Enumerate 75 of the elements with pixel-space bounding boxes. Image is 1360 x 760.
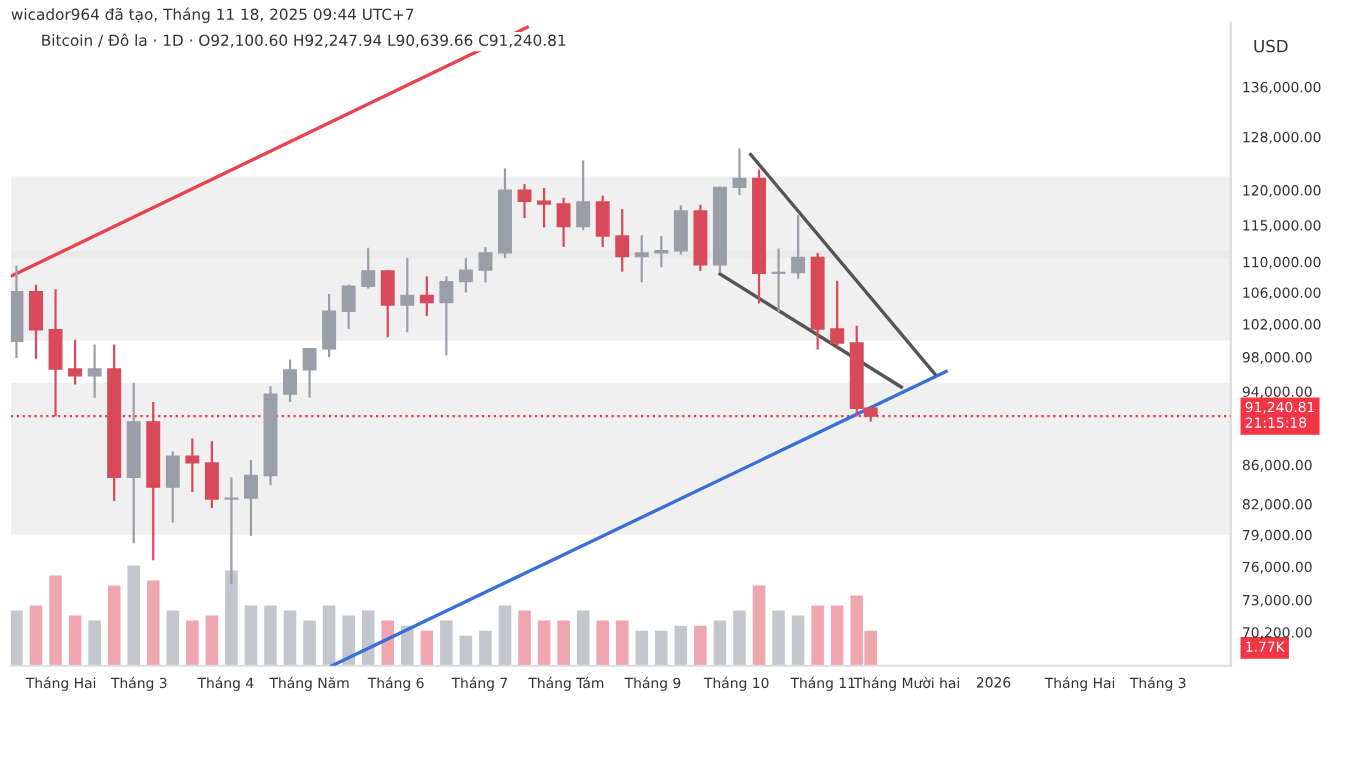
candlestick (361, 246, 376, 290)
bar (694, 625, 707, 666)
candlestick (478, 245, 493, 284)
candlestick (458, 257, 473, 294)
bar (498, 605, 512, 666)
candlestick (615, 207, 630, 273)
candlestick (556, 196, 571, 249)
bar (186, 620, 199, 666)
candlestick (400, 257, 415, 334)
bar (576, 610, 590, 666)
bar (283, 610, 297, 666)
candlestick (165, 450, 180, 524)
bar (752, 585, 766, 666)
candlestick (68, 338, 83, 386)
bar (264, 605, 277, 666)
bar (88, 620, 101, 666)
candlestick (302, 347, 317, 399)
candlestick (634, 234, 649, 284)
bar (68, 615, 82, 666)
bar (655, 630, 668, 666)
bar (342, 615, 355, 666)
bar (322, 605, 336, 666)
bar (479, 630, 492, 666)
bar (459, 635, 473, 666)
bar (29, 605, 43, 666)
candlestick (537, 186, 552, 229)
bar (127, 565, 140, 666)
y-axis-title: USD (1254, 39, 1288, 53)
bar (401, 625, 414, 666)
candlestick (185, 437, 200, 494)
bar (518, 610, 531, 666)
bar (166, 610, 180, 666)
bar (225, 570, 238, 666)
bar (303, 620, 316, 666)
candlestick (48, 288, 63, 418)
candlestick (732, 147, 747, 197)
candlestick (595, 194, 610, 249)
candlestick (87, 343, 102, 399)
candlestick (673, 204, 688, 256)
candlestick (439, 275, 454, 357)
bar (440, 620, 453, 666)
bar (615, 620, 629, 666)
candlestick (517, 182, 532, 220)
bar (146, 580, 160, 666)
candlestick (322, 292, 337, 359)
bar (244, 605, 258, 666)
bar (772, 610, 785, 666)
candlestick (830, 279, 845, 349)
bar (791, 615, 805, 666)
bar (381, 620, 395, 666)
candlestick (771, 247, 786, 314)
candlestick (419, 275, 434, 318)
bar (811, 605, 824, 666)
bar (635, 630, 649, 666)
candlestick (654, 234, 669, 269)
bar (49, 575, 62, 666)
bar (557, 620, 570, 666)
bar (713, 620, 727, 666)
candlestick (243, 458, 258, 537)
bar (830, 605, 844, 666)
candlestick (576, 159, 591, 232)
bar (420, 630, 434, 666)
bar (107, 585, 121, 666)
candlestick (341, 283, 356, 331)
candlestick (204, 440, 219, 510)
candlestick (791, 214, 806, 280)
bar (733, 610, 746, 666)
bar (10, 610, 23, 666)
bar (205, 615, 219, 666)
candlestick (29, 283, 43, 360)
bar (674, 625, 688, 666)
candlestick (283, 358, 298, 404)
bar (596, 620, 609, 666)
bar (537, 620, 551, 666)
candlestick (380, 269, 395, 339)
